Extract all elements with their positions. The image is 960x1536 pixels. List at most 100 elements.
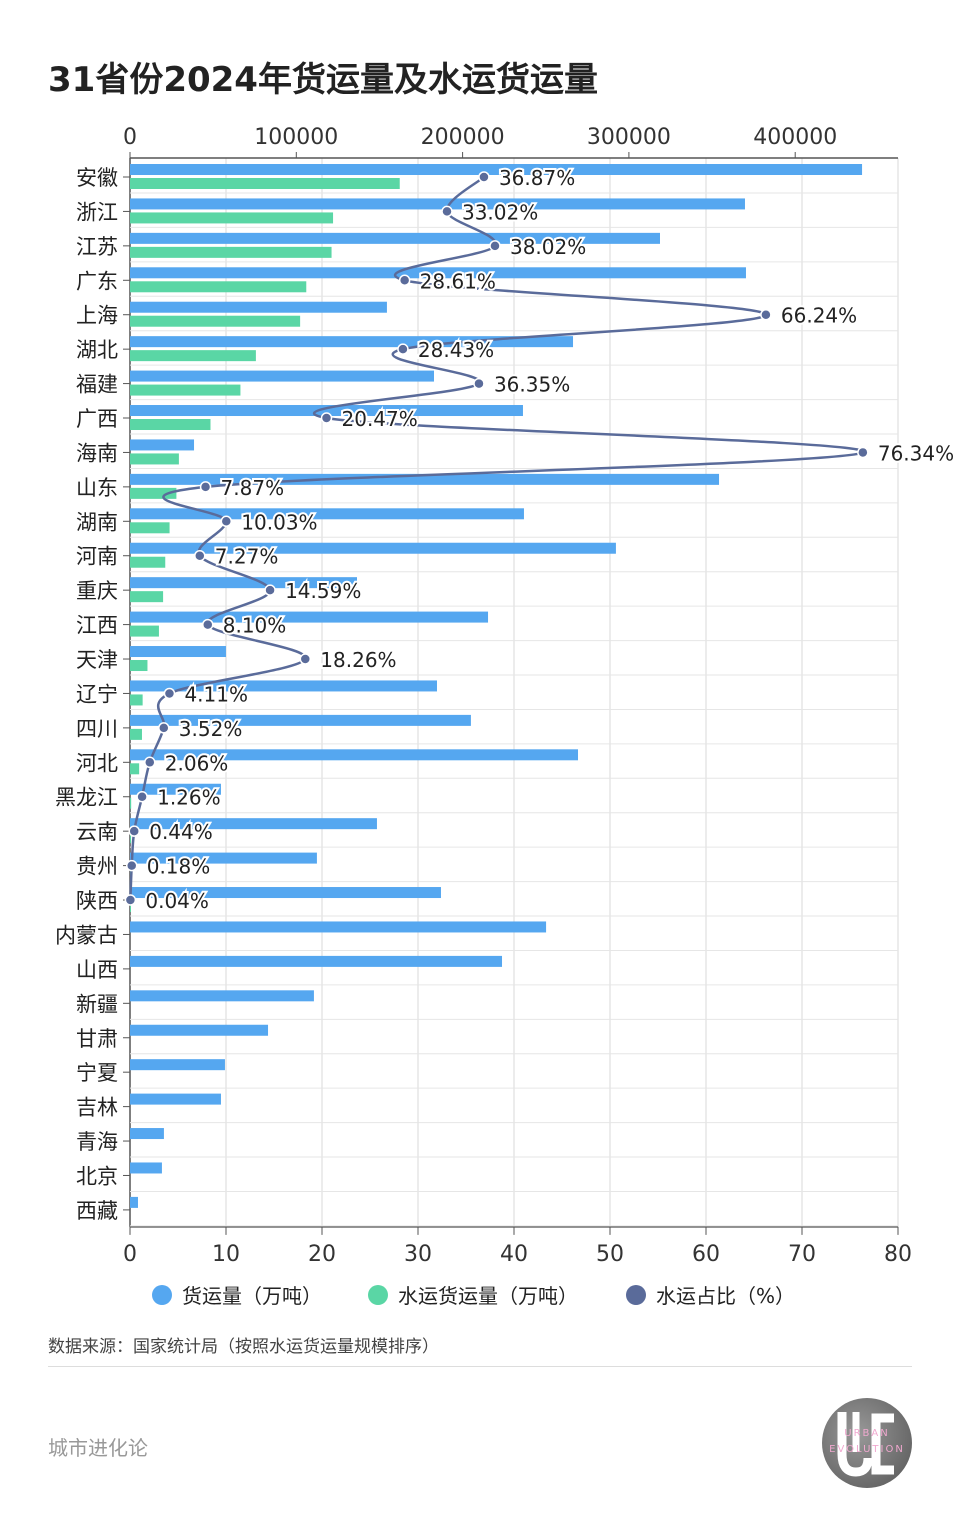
bar-freight <box>130 370 434 382</box>
category-label: 贵州 <box>76 855 118 879</box>
category-label: 湖北 <box>76 338 118 362</box>
bottom-axis-tick-label: 20 <box>308 1242 336 1267</box>
bottom-axis-tick-label: 0 <box>123 1242 137 1267</box>
category-label: 重庆 <box>76 579 118 603</box>
share-point <box>857 446 869 459</box>
share-point <box>489 240 501 252</box>
bar-freight <box>130 749 579 761</box>
bar-freight <box>130 818 377 830</box>
share-data-label: 7.27% <box>215 545 279 569</box>
top-axis-tick-label: 200000 <box>421 125 505 150</box>
bar-freight <box>130 1093 221 1105</box>
logo-mark <box>837 1412 894 1477</box>
bar-freight <box>130 1059 225 1071</box>
share-point <box>199 481 212 493</box>
share-data-label: 14.59% <box>285 579 361 603</box>
category-label: 新疆 <box>76 992 118 1016</box>
category-label: 海南 <box>76 441 118 465</box>
legend-share-marker <box>626 1284 646 1305</box>
share-point <box>194 549 206 562</box>
category-label: 山西 <box>76 958 118 982</box>
category-label: 天津 <box>76 648 118 672</box>
bar-water <box>130 660 148 672</box>
share-data-label: 8.10% <box>223 614 287 638</box>
bar-freight <box>130 611 489 623</box>
category-label: 福建 <box>76 373 118 397</box>
bar-water <box>130 350 256 362</box>
bar-water <box>130 763 140 775</box>
bar-water <box>130 178 400 189</box>
legend-item-freight: 货运量（万吨） <box>152 1280 322 1309</box>
chart-title: 31省份2024年货运量及水运货运量 <box>48 60 598 100</box>
share-data-label: 3.52% <box>179 717 243 741</box>
share-point <box>202 618 214 631</box>
category-label: 江苏 <box>76 235 118 259</box>
share-data-label: 2.06% <box>165 751 229 775</box>
share-point <box>397 343 409 355</box>
share-data-label: 76.34% <box>878 441 954 465</box>
bar-freight <box>130 1162 162 1174</box>
bar-freight <box>130 887 441 899</box>
source-note: 数据来源：国家统计局（按照水运货运量规模排序） <box>48 1337 439 1357</box>
share-point <box>299 653 312 665</box>
category-label: 广东 <box>76 269 118 293</box>
top-axis-tick-label: 300000 <box>587 125 671 150</box>
share-point <box>125 859 138 872</box>
category-label: 青海 <box>76 1130 118 1154</box>
bar-water <box>130 384 241 396</box>
bar-freight <box>130 439 195 451</box>
bar-freight <box>130 852 317 864</box>
share-data-label: 28.43% <box>418 338 494 362</box>
share-data-label: 66.24% <box>781 304 857 328</box>
bar-freight <box>130 714 471 726</box>
bottom-axis-tick-label: 10 <box>212 1242 240 1267</box>
category-label: 湖南 <box>76 510 118 534</box>
bar-freight <box>130 1024 269 1036</box>
share-point <box>124 894 137 906</box>
share-point <box>760 308 772 321</box>
bottom-axis-tick-label: 50 <box>596 1242 624 1267</box>
category-label: 内蒙古 <box>55 923 118 947</box>
bar-freight <box>130 473 720 485</box>
bar-freight <box>130 301 387 313</box>
bar-water <box>130 625 159 637</box>
share-data-label: 38.02% <box>510 235 586 259</box>
category-label: 四川 <box>76 717 118 741</box>
share-point <box>136 790 148 803</box>
legend-freight-label: 货运量（万吨） <box>182 1284 322 1308</box>
category-label: 甘肃 <box>76 1027 118 1051</box>
bottom-axis-tick-label: 40 <box>500 1242 528 1267</box>
share-data-label: 33.02% <box>462 200 538 224</box>
category-label: 河北 <box>76 751 118 775</box>
share-point <box>128 825 140 837</box>
bar-water <box>130 591 164 603</box>
share-point <box>158 722 170 734</box>
legend-item-share: 水运占比（%） <box>626 1280 795 1309</box>
bar-freight <box>130 990 314 1002</box>
share-data-label: 0.44% <box>149 820 213 844</box>
share-data-label: 1.26% <box>157 786 221 810</box>
bar-water <box>130 419 211 431</box>
bottom-axis-tick-label: 70 <box>788 1242 816 1267</box>
share-data-label: 10.03% <box>241 510 317 534</box>
share-data-label: 36.87% <box>499 166 575 190</box>
category-label: 河南 <box>76 545 118 569</box>
bar-water <box>130 212 334 224</box>
top-axis-tick-label: 100000 <box>254 125 338 150</box>
category-label: 辽宁 <box>76 682 118 706</box>
category-label: 陕西 <box>76 889 118 913</box>
bar-water <box>130 453 179 465</box>
bar-freight <box>130 955 503 967</box>
bar-water <box>130 556 166 568</box>
legend-water-label: 水运货运量（万吨） <box>398 1284 578 1308</box>
category-label: 北京 <box>76 1164 118 1188</box>
bar-water <box>130 522 170 534</box>
category-label: 安徽 <box>76 166 118 190</box>
category-label: 广西 <box>76 407 118 431</box>
share-data-label: 7.87% <box>221 476 285 500</box>
bar-water <box>130 901 131 913</box>
bar-freight <box>130 405 523 417</box>
legend-water-marker <box>368 1284 388 1305</box>
bar-freight <box>130 646 226 658</box>
share-point <box>320 412 333 424</box>
